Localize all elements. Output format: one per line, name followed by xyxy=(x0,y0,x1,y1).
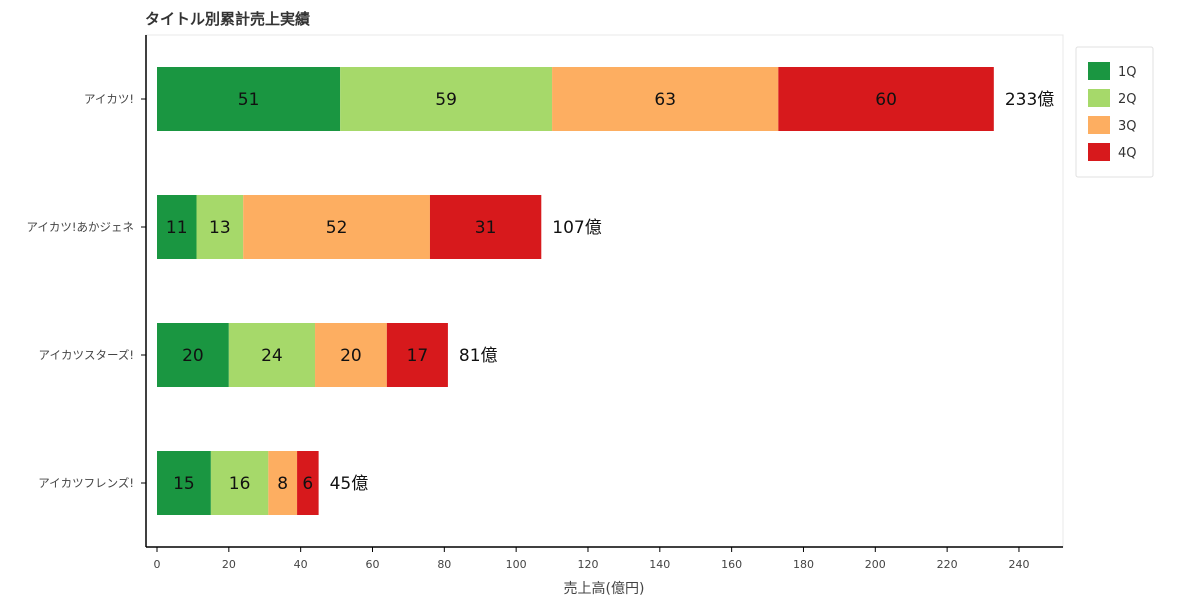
bar-value-label-1q-1: 11 xyxy=(166,218,188,238)
bar-segment-2q-1 xyxy=(196,195,244,259)
bar-segment-3q-1 xyxy=(243,195,430,259)
bar-segment-3q-2 xyxy=(315,323,387,387)
x-tick-label-1: 20 xyxy=(222,558,236,571)
bar-segment-4q-0 xyxy=(778,67,994,131)
legend: 1Q 2Q 3Q 4Q xyxy=(1075,46,1154,178)
bar-segment-4q-1 xyxy=(429,195,542,259)
legend-swatch-1q xyxy=(1088,62,1110,80)
legend-label-3q: 3Q xyxy=(1118,119,1137,134)
y-tick-label-3: アイカツフレンズ! xyxy=(38,476,134,490)
bar-segment-1q-0 xyxy=(157,67,341,131)
x-tick-label-2: 40 xyxy=(294,558,308,571)
bar-value-label-1q-2: 20 xyxy=(182,346,204,366)
bar-value-label-4q-3: 6 xyxy=(302,474,313,494)
legend-box xyxy=(1075,46,1154,178)
x-tick-label-0: 0 xyxy=(154,558,161,571)
bar-segment-2q-0 xyxy=(340,67,553,131)
bar-value-label-2q-1: 13 xyxy=(209,218,231,238)
bar-total-label-1: 107億 xyxy=(552,218,601,238)
bar-segment-1q-2 xyxy=(157,323,229,387)
bar-value-label-3q-1: 52 xyxy=(326,218,348,238)
bar-segment-4q-2 xyxy=(386,323,448,387)
x-axis-label: 売上高(億円) xyxy=(564,580,645,597)
legend-label-4q: 4Q xyxy=(1118,146,1137,161)
bar-value-label-2q-2: 24 xyxy=(261,346,283,366)
bar-segment-4q-3 xyxy=(297,451,319,515)
bar-segment-3q-3 xyxy=(268,451,298,515)
bar-value-label-2q-3: 16 xyxy=(229,474,251,494)
bar-value-label-2q-0: 59 xyxy=(435,90,457,110)
bar-segment-2q-3 xyxy=(210,451,269,515)
legend-label-1q: 1Q xyxy=(1118,65,1137,80)
x-tick-label-10: 200 xyxy=(865,558,886,571)
bar-segment-2q-2 xyxy=(228,323,316,387)
bar-value-label-1q-3: 15 xyxy=(173,474,195,494)
x-tick-label-12: 240 xyxy=(1008,558,1029,571)
x-axis: 0 20 40 60 80 100 120 140 160 180 200 220 240 xyxy=(146,546,1063,571)
bar-value-label-3q-0: 63 xyxy=(654,90,676,110)
bar-value-label-1q-0: 51 xyxy=(238,90,260,110)
x-tick-label-7: 140 xyxy=(649,558,670,571)
x-tick-label-11: 220 xyxy=(937,558,958,571)
x-tick-label-8: 160 xyxy=(721,558,742,571)
legend-swatch-4q xyxy=(1088,143,1110,161)
bar-total-label-0: 233億 xyxy=(1005,90,1054,110)
bar-segment-3q-0 xyxy=(552,67,779,131)
bar-total-label-2: 81億 xyxy=(459,346,498,366)
chart-title: タイトル別累計売上実績 xyxy=(145,10,310,28)
bar-segment-1q-1 xyxy=(157,195,197,259)
bar-value-label-4q-2: 17 xyxy=(407,346,429,366)
bar-total-label-3: 45億 xyxy=(330,474,369,494)
bar-segment-1q-3 xyxy=(157,451,211,515)
legend-swatch-3q xyxy=(1088,116,1110,134)
x-tick-label-5: 100 xyxy=(506,558,527,571)
x-tick-label-6: 120 xyxy=(577,558,598,571)
y-tick-label-2: アイカツスターズ! xyxy=(39,348,134,362)
y-tick-label-1: アイカツ!あかジェネ xyxy=(26,220,134,234)
x-tick-label-9: 180 xyxy=(793,558,814,571)
bar-value-label-3q-2: 20 xyxy=(340,346,362,366)
x-tick-label-3: 60 xyxy=(365,558,379,571)
y-tick-label-0: アイカツ! xyxy=(84,92,134,106)
bar-value-label-4q-1: 31 xyxy=(475,218,497,238)
bar-value-label-3q-3: 8 xyxy=(277,474,288,494)
legend-label-2q: 2Q xyxy=(1118,92,1137,107)
bar-value-label-4q-0: 60 xyxy=(875,90,897,110)
legend-swatch-2q xyxy=(1088,89,1110,107)
x-tick-label-4: 80 xyxy=(437,558,451,571)
bars-group: 51 59 63 60 233億 11 13 52 31 107億 20 24 20 17 81億 15 16 8… xyxy=(157,67,1054,515)
